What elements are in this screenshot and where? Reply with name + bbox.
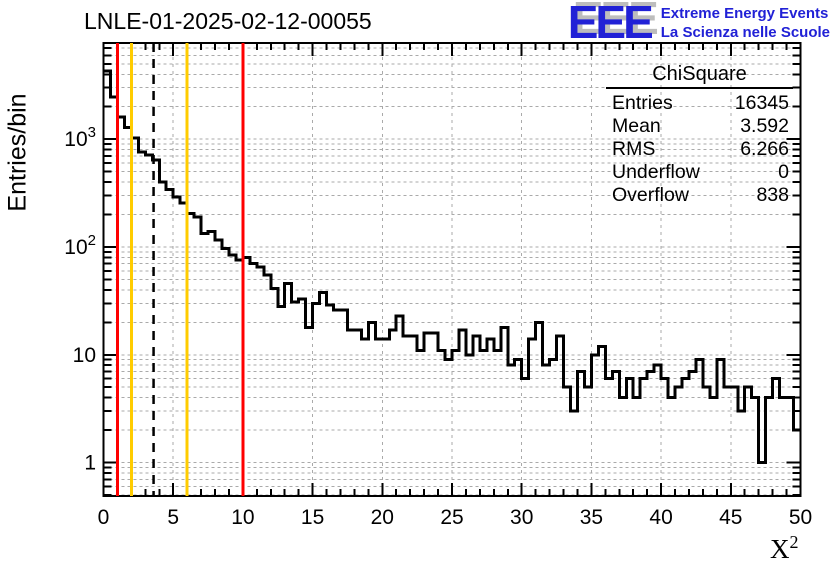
x-tick-label: 0 xyxy=(98,506,110,529)
x-axis-title: X2 xyxy=(770,532,799,565)
stats-row-overflow: Overflow 838 xyxy=(612,184,789,206)
x-tick-label: 45 xyxy=(719,506,742,529)
x-tick-label: 20 xyxy=(371,506,394,529)
marker-lines xyxy=(115,43,245,496)
stats-row-mean: Mean 3.592 xyxy=(612,115,789,137)
eee-logo-subtitle: Extreme Energy Events La Scienza nelle S… xyxy=(661,2,830,42)
y-tick-label: 102 xyxy=(64,232,96,259)
stats-box: ChiSquare Entries 16345 Mean 3.592 RMS 6.26… xyxy=(606,62,793,207)
stats-row-underflow: Underflow 0 xyxy=(612,161,789,183)
x-tick-label: 40 xyxy=(649,506,672,529)
x-tick-label: 30 xyxy=(510,506,533,529)
stats-title: ChiSquare xyxy=(652,63,747,85)
y-tick-label: 1 xyxy=(84,452,96,475)
eee-logo-line2: La Scienza nelle Scuole xyxy=(660,24,830,41)
x-tick-label: 50 xyxy=(789,506,812,529)
y-axis-title: Entries/bin xyxy=(3,93,32,212)
plot-frame xyxy=(102,42,802,497)
eee-logo-text: EEE xyxy=(567,0,654,48)
x-tick-label: 25 xyxy=(440,506,463,529)
eee-logo-line1: Extreme Energy Events xyxy=(660,5,829,22)
x-tick-label: 5 xyxy=(167,506,179,529)
x-tick-label: 35 xyxy=(580,506,603,529)
histogram-line xyxy=(103,69,801,465)
tick-labels: 0 5 10 15 20 25 30 35 40 45 50 1 10 102 103 xyxy=(64,124,812,529)
stats-divider xyxy=(606,87,793,89)
x-tick-label: 10 xyxy=(231,506,254,529)
x-axis-title-exponent: 2 xyxy=(789,532,799,552)
stats-row-entries: Entries 16345 xyxy=(612,92,789,114)
y-tick-label: 103 xyxy=(64,124,96,151)
y-tick-label: 10 xyxy=(73,344,96,367)
x-tick-label: 15 xyxy=(301,506,324,529)
x-axis-title-base: X xyxy=(770,534,790,564)
eee-logo: EEE Extreme Energy Events La Scienza nel… xyxy=(567,0,830,48)
stats-row-rms: RMS 6.266 xyxy=(612,138,789,160)
plot-title: LNLE-01-2025-02-12-00055 xyxy=(84,8,372,34)
